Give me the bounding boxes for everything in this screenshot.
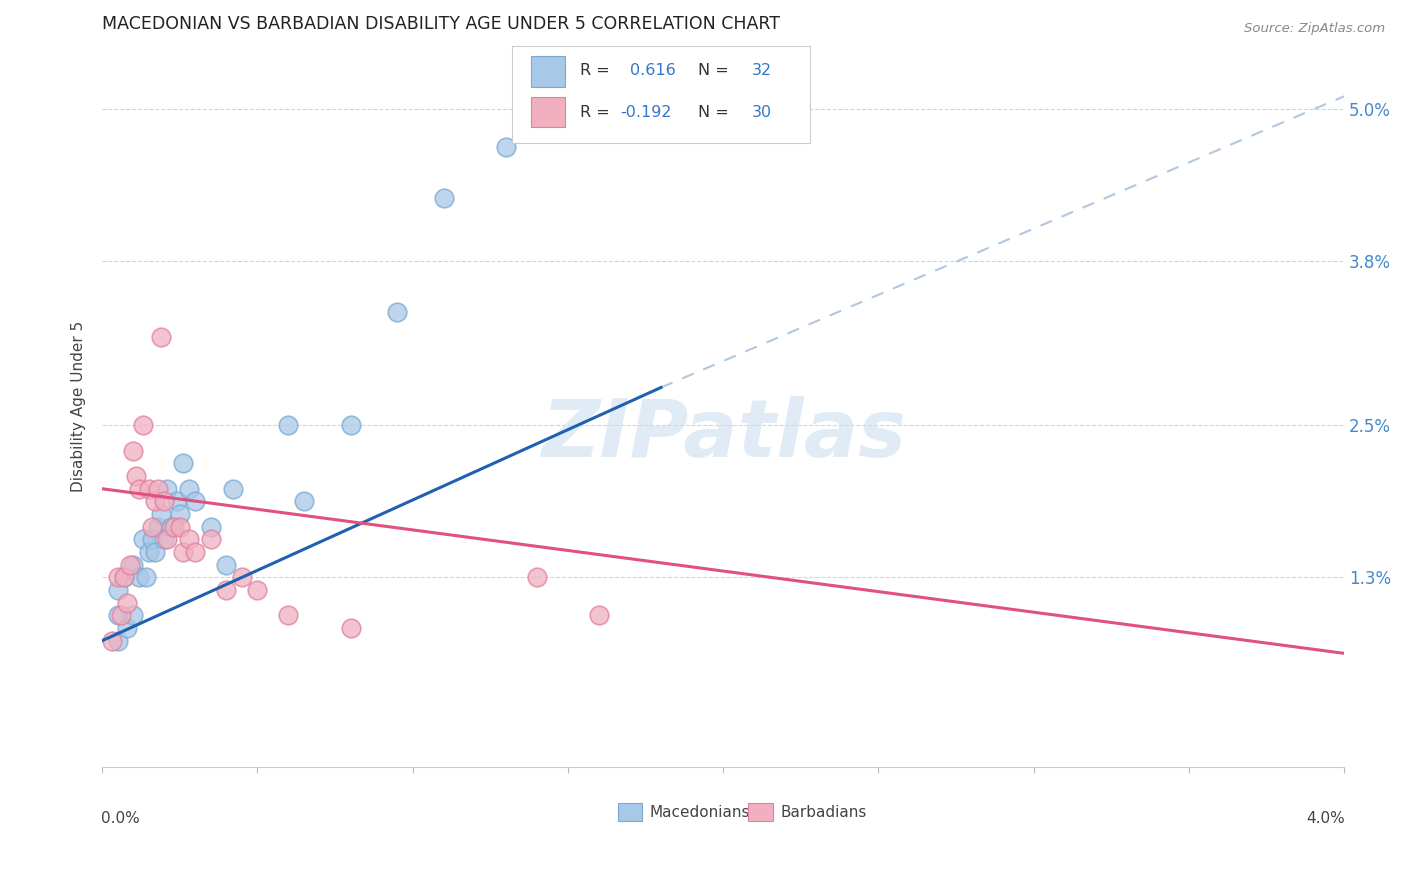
Text: 0.0%: 0.0% bbox=[101, 811, 139, 826]
Point bbox=[179, 533, 201, 547]
Text: N =: N = bbox=[699, 104, 734, 120]
Point bbox=[153, 494, 176, 508]
Point bbox=[115, 621, 138, 635]
Text: Source: ZipAtlas.com: Source: ZipAtlas.com bbox=[1244, 22, 1385, 36]
Point bbox=[231, 570, 253, 584]
Point bbox=[138, 545, 160, 559]
Point bbox=[107, 608, 129, 623]
Point bbox=[131, 533, 153, 547]
Text: R =: R = bbox=[581, 104, 616, 120]
Point bbox=[162, 520, 184, 534]
Point bbox=[292, 494, 315, 508]
Point bbox=[131, 418, 153, 433]
Point bbox=[159, 520, 181, 534]
FancyBboxPatch shape bbox=[512, 45, 810, 143]
Point bbox=[141, 533, 163, 547]
Point bbox=[433, 191, 456, 205]
Point bbox=[122, 443, 145, 458]
Point bbox=[112, 570, 135, 584]
Point bbox=[495, 140, 517, 154]
Text: R =: R = bbox=[581, 63, 616, 78]
Text: Macedonians: Macedonians bbox=[650, 805, 751, 820]
Point bbox=[122, 558, 145, 572]
Point bbox=[156, 533, 179, 547]
Point bbox=[588, 608, 610, 623]
Point bbox=[143, 545, 166, 559]
Text: N =: N = bbox=[699, 63, 734, 78]
Point bbox=[100, 633, 122, 648]
FancyBboxPatch shape bbox=[530, 56, 565, 87]
Point bbox=[184, 494, 207, 508]
Point bbox=[221, 482, 243, 496]
Point bbox=[385, 304, 408, 318]
Point bbox=[128, 570, 150, 584]
Point bbox=[172, 457, 194, 471]
Point bbox=[215, 582, 238, 597]
Point bbox=[150, 330, 173, 344]
Text: Barbadians: Barbadians bbox=[780, 805, 866, 820]
Point bbox=[169, 520, 191, 534]
Point bbox=[128, 482, 150, 496]
Point bbox=[156, 482, 179, 496]
Point bbox=[277, 418, 299, 433]
Text: -0.192: -0.192 bbox=[620, 104, 672, 120]
Point bbox=[146, 482, 169, 496]
Y-axis label: Disability Age Under 5: Disability Age Under 5 bbox=[72, 321, 86, 492]
Point bbox=[122, 608, 145, 623]
Point bbox=[200, 533, 222, 547]
FancyBboxPatch shape bbox=[530, 97, 565, 128]
Point bbox=[277, 608, 299, 623]
Point bbox=[179, 482, 201, 496]
Point bbox=[125, 469, 148, 483]
Point bbox=[110, 608, 132, 623]
Point bbox=[107, 633, 129, 648]
Point bbox=[215, 558, 238, 572]
Point bbox=[143, 494, 166, 508]
Text: 0.616: 0.616 bbox=[630, 63, 676, 78]
Point bbox=[150, 507, 173, 521]
Point bbox=[107, 570, 129, 584]
Point bbox=[184, 545, 207, 559]
Point bbox=[172, 545, 194, 559]
Point bbox=[246, 582, 269, 597]
Point bbox=[153, 533, 176, 547]
Point bbox=[166, 494, 188, 508]
Text: 32: 32 bbox=[752, 63, 772, 78]
Point bbox=[339, 418, 361, 433]
Point bbox=[135, 570, 157, 584]
Point bbox=[115, 596, 138, 610]
Point bbox=[138, 482, 160, 496]
Point bbox=[169, 507, 191, 521]
Point bbox=[146, 520, 169, 534]
Point bbox=[120, 558, 142, 572]
Point bbox=[339, 621, 361, 635]
Text: MACEDONIAN VS BARBADIAN DISABILITY AGE UNDER 5 CORRELATION CHART: MACEDONIAN VS BARBADIAN DISABILITY AGE U… bbox=[103, 15, 780, 33]
Point bbox=[141, 520, 163, 534]
Text: 4.0%: 4.0% bbox=[1306, 811, 1346, 826]
Point bbox=[200, 520, 222, 534]
Text: ZIPatlas: ZIPatlas bbox=[541, 396, 905, 475]
Point bbox=[107, 582, 129, 597]
FancyBboxPatch shape bbox=[748, 804, 773, 822]
Text: 30: 30 bbox=[752, 104, 772, 120]
Point bbox=[526, 570, 548, 584]
Point bbox=[112, 570, 135, 584]
FancyBboxPatch shape bbox=[617, 804, 643, 822]
